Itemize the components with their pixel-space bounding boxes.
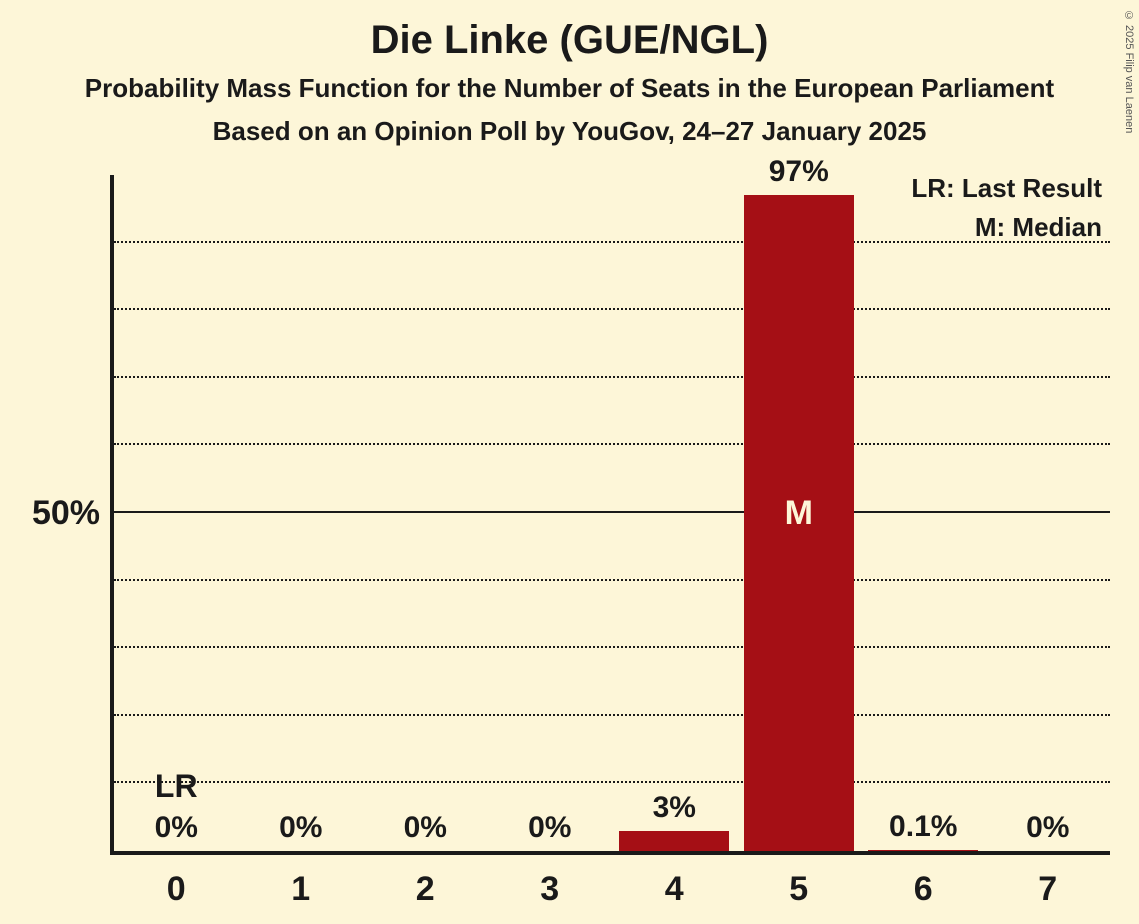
legend: LR: Last Result M: Median (911, 173, 1102, 243)
bar-slot: M97% (737, 175, 862, 851)
chart-subtitle: Probability Mass Function for the Number… (0, 73, 1139, 104)
x-tick: 1 (239, 870, 364, 909)
x-tick: 5 (737, 870, 862, 909)
bar-value-label: 0% (239, 811, 364, 845)
chart-title: Die Linke (GUE/NGL) (0, 18, 1139, 63)
x-tick: 2 (363, 870, 488, 909)
bar-value-label: 97% (737, 155, 862, 189)
chart-area: 0%LR0%0%0%3%M97%0.1%0% 01234567 LR: Last… (110, 175, 1110, 855)
bar-slot: 0% (363, 175, 488, 851)
title-block: Die Linke (GUE/NGL) Probability Mass Fun… (0, 0, 1139, 147)
bar-value-label: 0% (363, 811, 488, 845)
x-tick: 6 (861, 870, 986, 909)
legend-lr: LR: Last Result (911, 173, 1102, 204)
x-ticks: 01234567 (114, 870, 1110, 909)
lr-marker: LR (114, 768, 239, 805)
bar-slot: 0% LR (114, 175, 239, 851)
bar-slot: 0% (239, 175, 364, 851)
y-axis-label-50: 50% (10, 494, 100, 533)
legend-m: M: Median (911, 212, 1102, 243)
bar-slot: 0% (488, 175, 613, 851)
bar-value-label: 0.1% (861, 810, 986, 844)
bar-value-label: 0% (488, 811, 613, 845)
bar (619, 831, 729, 851)
x-tick: 4 (612, 870, 737, 909)
x-tick: 0 (114, 870, 239, 909)
bar-slot: 3% (612, 175, 737, 851)
median-marker: M (737, 494, 862, 533)
bar (868, 850, 978, 851)
bar-value-label: 0% (114, 811, 239, 845)
x-tick: 7 (986, 870, 1111, 909)
bar-slot: 0.1% (861, 175, 986, 851)
bars-container: 0%LR0%0%0%3%M97%0.1%0% (114, 175, 1110, 851)
bar-slot: 0% (986, 175, 1111, 851)
x-tick: 3 (488, 870, 613, 909)
x-axis (110, 851, 1110, 855)
chart-subtitle-2: Based on an Opinion Poll by YouGov, 24–2… (0, 116, 1139, 147)
bar-value-label: 3% (612, 791, 737, 825)
copyright-text: © 2025 Filip van Laenen (1123, 10, 1135, 133)
bar-value-label: 0% (986, 811, 1111, 845)
